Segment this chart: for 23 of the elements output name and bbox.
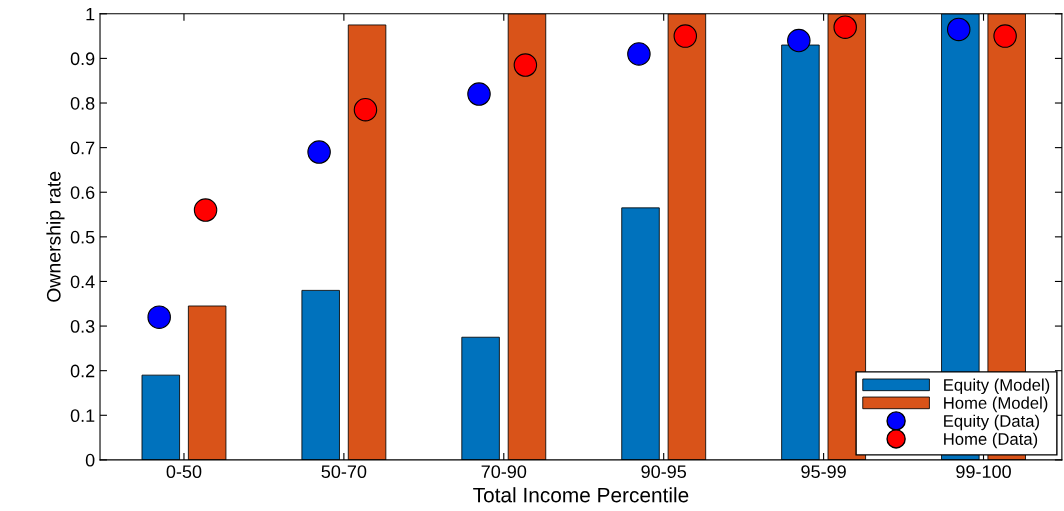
legend-label: Home (Data) bbox=[944, 432, 1038, 449]
legend-label: Equity (Data) bbox=[944, 414, 1039, 431]
y-tick-label: 0.8 bbox=[70, 96, 95, 110]
x-tick-label: 99-100 bbox=[956, 465, 1011, 479]
y-tick-label: 0.7 bbox=[70, 141, 95, 155]
y-tick-label: 0.3 bbox=[70, 320, 95, 333]
y-tick-label: 0.5 bbox=[70, 230, 95, 244]
x-axis-title: Total Income Percentile bbox=[473, 487, 689, 503]
y-axis-title: Ownership rate bbox=[46, 171, 65, 302]
x-tick-label: 70-90 bbox=[481, 465, 527, 479]
y-tick-label: 0.9 bbox=[70, 52, 95, 66]
y-tick-label: 0.2 bbox=[70, 364, 95, 378]
x-tick-label: 95-99 bbox=[801, 465, 846, 479]
legend-label: Equity (Model) bbox=[944, 378, 1050, 395]
y-tick-label: 0.6 bbox=[70, 186, 95, 199]
y-tick-label: 0.4 bbox=[70, 275, 95, 289]
y-tick-label: 0.1 bbox=[70, 409, 95, 423]
x-tick-label: 50-70 bbox=[321, 465, 367, 479]
x-tick-label: 0-50 bbox=[166, 465, 202, 479]
y-tick-label: 0 bbox=[85, 453, 95, 467]
y-tick-label: 1 bbox=[86, 7, 95, 21]
legend-label: Home (Model) bbox=[944, 396, 1048, 413]
x-tick-label: 90-95 bbox=[641, 465, 687, 479]
